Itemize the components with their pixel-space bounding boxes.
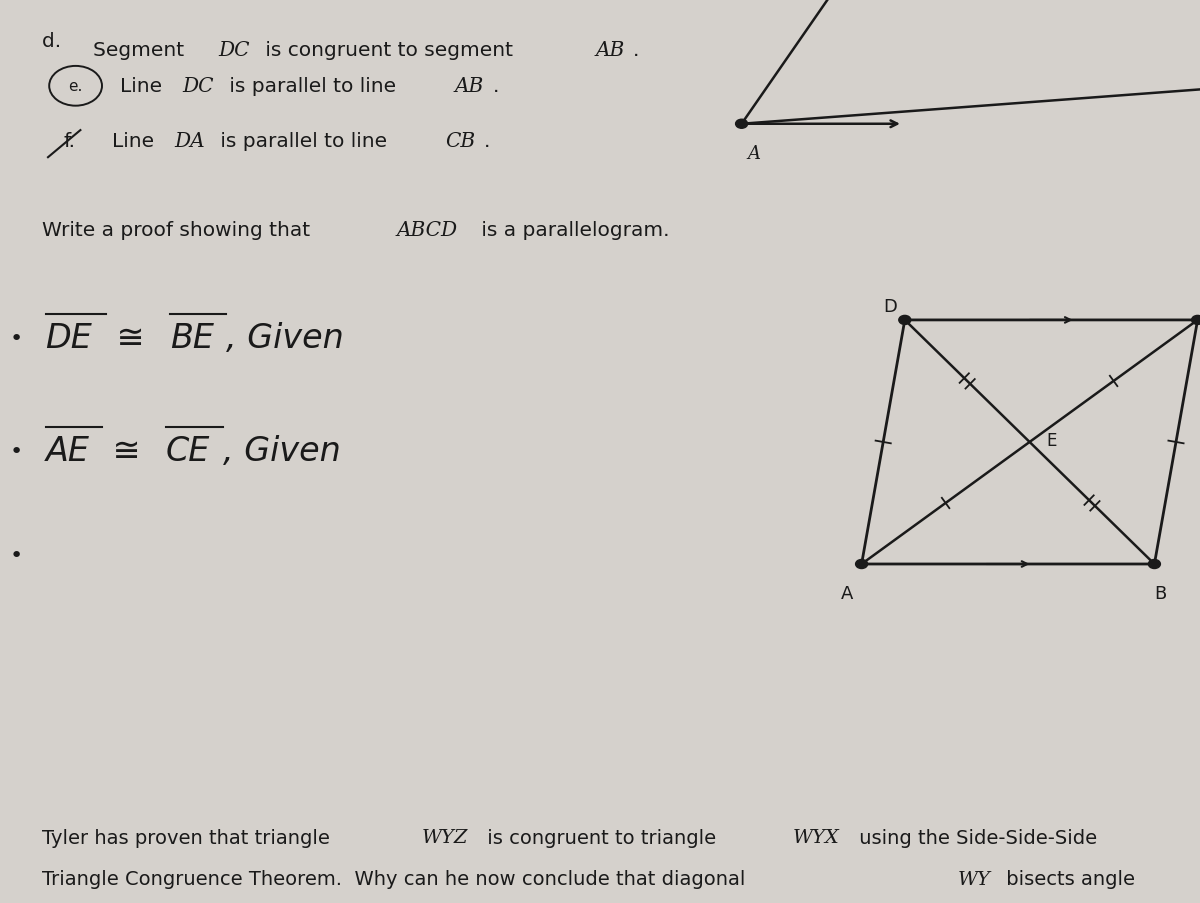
Text: Line: Line (120, 77, 168, 97)
Text: AB: AB (455, 77, 484, 97)
Text: bisects angle: bisects angle (1000, 869, 1135, 889)
Text: WY: WY (958, 870, 990, 888)
Text: .: . (632, 41, 640, 60)
Text: A: A (748, 144, 761, 163)
Text: is congruent to segment: is congruent to segment (259, 41, 520, 60)
Text: , Given: , Given (227, 322, 344, 355)
Text: e.: e. (68, 79, 83, 94)
Text: DC: DC (218, 41, 250, 60)
Text: .: . (484, 132, 491, 152)
Text: CB: CB (445, 132, 475, 152)
Text: ABCD: ABCD (396, 220, 457, 240)
Text: ≅: ≅ (102, 435, 151, 468)
Text: ≅: ≅ (106, 322, 155, 355)
Text: A: A (841, 584, 853, 602)
Text: DA: DA (174, 132, 205, 152)
Text: using the Side-Side-Side: using the Side-Side-Side (853, 827, 1097, 847)
Circle shape (1148, 560, 1160, 569)
Text: d.: d. (42, 32, 82, 51)
Text: Triangle Congruence Theorem.  Why can he now conclude that diagonal: Triangle Congruence Theorem. Why can he … (42, 869, 751, 889)
Text: WYZ: WYZ (421, 828, 468, 846)
Text: AE: AE (46, 435, 90, 468)
Text: is parallel to line: is parallel to line (223, 77, 403, 97)
Text: Line: Line (112, 132, 160, 152)
Text: BE: BE (169, 322, 214, 355)
Text: DC: DC (182, 77, 214, 97)
Text: Tyler has proven that triangle: Tyler has proven that triangle (42, 827, 336, 847)
Text: CE: CE (166, 435, 210, 468)
Text: DE: DE (46, 322, 92, 355)
Text: .: . (492, 77, 499, 97)
Text: AB: AB (595, 41, 624, 60)
Text: WYX: WYX (793, 828, 840, 846)
Circle shape (856, 560, 868, 569)
Text: , Given: , Given (223, 435, 341, 468)
Circle shape (736, 120, 748, 129)
Circle shape (1192, 316, 1200, 325)
Text: is a parallelogram.: is a parallelogram. (475, 220, 670, 240)
Text: Write a proof showing that: Write a proof showing that (42, 220, 317, 240)
Text: •: • (10, 442, 23, 461)
Text: is parallel to line: is parallel to line (214, 132, 394, 152)
Text: f.: f. (64, 132, 76, 152)
Text: is congruent to triangle: is congruent to triangle (481, 827, 722, 847)
Text: •: • (10, 329, 23, 349)
Circle shape (899, 316, 911, 325)
Text: •: • (10, 545, 23, 565)
Text: E: E (1046, 432, 1057, 450)
Text: Segment: Segment (92, 41, 190, 60)
Text: D: D (883, 298, 898, 316)
Text: B: B (1154, 584, 1166, 602)
